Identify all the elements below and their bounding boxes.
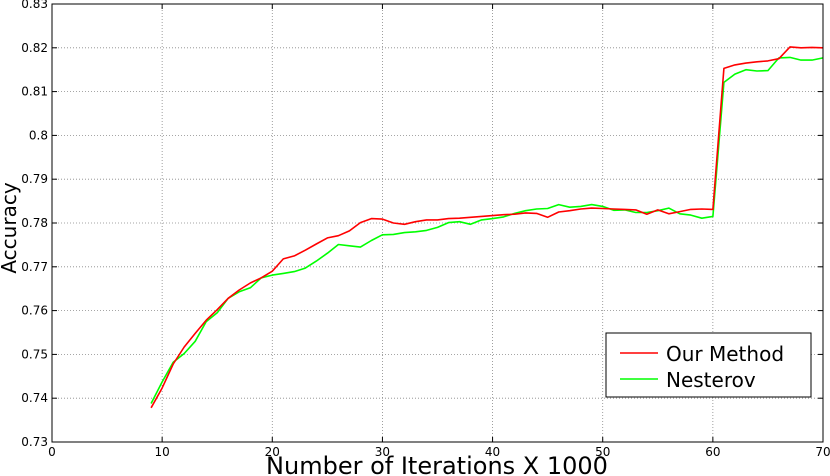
x-tick-label: 0 — [48, 445, 56, 459]
x-tick-label: 10 — [155, 445, 170, 459]
legend-label-nesterov: Nesterov — [666, 368, 756, 392]
x-axis-ticks: 0 10 20 30 40 50 60 70 — [48, 4, 830, 459]
x-tick-label: 60 — [705, 445, 720, 459]
y-tick-label: 0.77 — [21, 260, 48, 274]
y-tick-label: 0.82 — [21, 41, 48, 55]
series-line-our-method — [150, 46, 824, 409]
y-tick-label: 0.78 — [21, 216, 48, 230]
x-tick-label: 30 — [375, 445, 390, 459]
y-tick-label: 0.81 — [21, 85, 48, 99]
y-axis-label: Accuracy — [0, 182, 21, 273]
y-tick-label: 0.73 — [21, 435, 48, 449]
y-tick-label: 0.83 — [21, 0, 48, 11]
legend-box — [605, 332, 812, 398]
legend: Our Method Nesterov — [605, 332, 812, 398]
x-tick-label: 50 — [595, 445, 610, 459]
legend-label-our-method: Our Method — [666, 342, 784, 366]
plot-frame — [51, 3, 824, 443]
x-tick-label: 70 — [815, 445, 830, 459]
y-tick-label: 0.74 — [21, 391, 48, 405]
series-lines — [150, 46, 824, 409]
x-axis-label: Number of Iterations X 1000 — [266, 452, 608, 476]
x-tick-label: 20 — [265, 445, 280, 459]
y-tick-label: 0.75 — [21, 347, 48, 361]
y-tick-label: 0.8 — [29, 128, 48, 142]
x-tick-label: 40 — [485, 445, 500, 459]
y-tick-label: 0.79 — [21, 172, 48, 186]
y-tick-label: 0.76 — [21, 304, 48, 318]
y-axis-ticks: 0.73 0.74 0.75 0.76 0.77 0.78 0.79 0.8 0.81 0.82 0… — [21, 0, 823, 449]
